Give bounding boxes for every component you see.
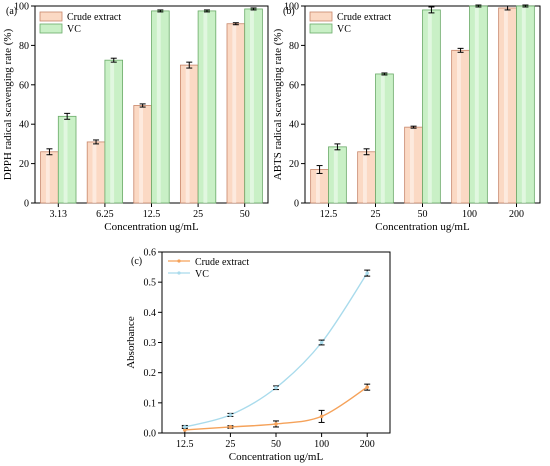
point-2-1-2 [274, 385, 278, 390]
bar-highlight-1-1-1 [380, 74, 385, 203]
point-2-0-1 [228, 425, 233, 429]
y-tick-label-1-5: 100 [284, 2, 299, 13]
legend-marker-2-1 [177, 271, 181, 275]
bar-highlight-1-0-4 [503, 8, 508, 203]
x-tick-label-2-0: 12.5 [176, 439, 194, 450]
legend-swatch-1-0 [309, 11, 333, 22]
y-tick-label-1-1: 20 [289, 159, 299, 170]
x-tick-label-1-0: 12.5 [320, 209, 338, 220]
point-2-1-0 [183, 425, 187, 429]
y-tick-label-1-3: 60 [289, 80, 299, 91]
legend-label-1-0: Crude extract [337, 12, 391, 23]
x-axis-label-1: Concentration ug/mL [375, 221, 470, 233]
point-2-0-2 [274, 422, 278, 426]
bar-highlight-1-1-3 [474, 7, 479, 203]
legend-swatch-1-1 [309, 23, 333, 34]
legend-marker-2-0 [177, 259, 181, 263]
legend-label-0-0: Crude extract [67, 12, 121, 23]
y-tick-label-0-2: 40 [19, 120, 29, 131]
bar-highlight-0-0-3 [185, 66, 190, 203]
y-tick-label-2-5: 0.5 [144, 278, 157, 289]
y-axis-label-2: Absorbance [125, 316, 137, 369]
bar-highlight-1-1-0 [333, 147, 338, 203]
y-tick-label-0-4: 80 [19, 41, 29, 52]
legend-label-2-1: VC [195, 269, 209, 280]
y-axis-label-1: ABTS radical scavenging rate (%) [272, 28, 284, 180]
point-2-1-4 [365, 271, 370, 275]
x-tick-label-2-3: 100 [314, 439, 329, 450]
y-tick-label-0-5: 100 [14, 2, 29, 13]
x-tick-label-0-0: 3.13 [50, 209, 68, 220]
point-2-0-0 [183, 428, 187, 432]
x-tick-label-1-2: 50 [418, 209, 428, 220]
y-tick-label-2-3: 0.3 [144, 338, 157, 349]
y-tick-label-1-0: 0 [294, 199, 299, 210]
legend-label-2-0: Crude extract [195, 257, 249, 268]
bar-highlight-1-0-1 [362, 152, 367, 203]
y-tick-label-2-6: 0.6 [144, 248, 157, 259]
panel-label-1: (b) [283, 6, 295, 17]
x-tick-label-0-2: 12.5 [143, 209, 161, 220]
point-2-1-3 [319, 340, 324, 345]
x-tick-label-1-4: 200 [509, 209, 524, 220]
panel-label-0: (a) [6, 6, 17, 17]
legend-swatch-0-1 [39, 23, 63, 34]
bar-highlight-1-1-2 [427, 10, 432, 203]
point-2-1-1 [228, 413, 233, 417]
y-tick-label-1-4: 80 [289, 41, 299, 52]
bar-highlight-1-0-0 [315, 170, 320, 203]
legend-swatch-0-0 [39, 11, 63, 22]
y-tick-label-0-3: 60 [19, 80, 29, 91]
bar-highlight-0-1-0 [63, 117, 68, 203]
bar-highlight-0-1-3 [203, 11, 208, 203]
y-tick-label-2-0: 0.0 [144, 429, 157, 440]
point-2-0-4 [365, 385, 370, 389]
bar-highlight-0-1-1 [110, 61, 115, 203]
x-tick-label-0-4: 50 [240, 209, 250, 220]
bar-highlight-1-1-4 [521, 7, 526, 203]
y-tick-label-2-2: 0.2 [144, 368, 157, 379]
y-tick-label-0-1: 20 [19, 159, 29, 170]
x-tick-label-2-1: 25 [225, 439, 235, 450]
panel-label-2: (c) [131, 256, 142, 267]
bar-highlight-1-0-3 [456, 51, 461, 204]
x-tick-label-1-3: 100 [462, 209, 477, 220]
x-tick-label-0-1: 6.25 [96, 209, 114, 220]
x-tick-label-2-2: 50 [271, 439, 281, 450]
bar-highlight-0-0-1 [92, 142, 97, 203]
bar-highlight-0-0-2 [139, 106, 144, 203]
legend-label-1-1: VC [337, 24, 351, 35]
bar-highlight-0-1-4 [250, 9, 254, 203]
x-tick-label-1-1: 25 [371, 209, 381, 220]
y-tick-label-1-2: 40 [289, 120, 299, 131]
point-2-0-3 [319, 414, 324, 419]
bar-highlight-0-0-4 [232, 24, 237, 204]
bar-highlight-0-0-0 [45, 152, 50, 203]
legend-label-0-1: VC [67, 24, 81, 35]
y-tick-label-0-0: 0 [24, 199, 29, 210]
y-tick-label-2-1: 0.1 [144, 398, 157, 409]
y-axis-label-0: DPPH radical scavenging rate (%) [2, 28, 14, 180]
series-line-2-1 [184, 272, 368, 428]
bar-highlight-0-1-2 [156, 11, 161, 203]
x-axis-label-2: Concentration ug/mL [229, 451, 324, 463]
bar-highlight-1-0-2 [409, 128, 414, 203]
x-axis-label-0: Concentration ug/mL [104, 221, 199, 233]
x-tick-label-2-4: 200 [360, 439, 375, 450]
x-tick-label-0-3: 25 [193, 209, 203, 220]
y-tick-label-2-4: 0.4 [144, 308, 157, 319]
